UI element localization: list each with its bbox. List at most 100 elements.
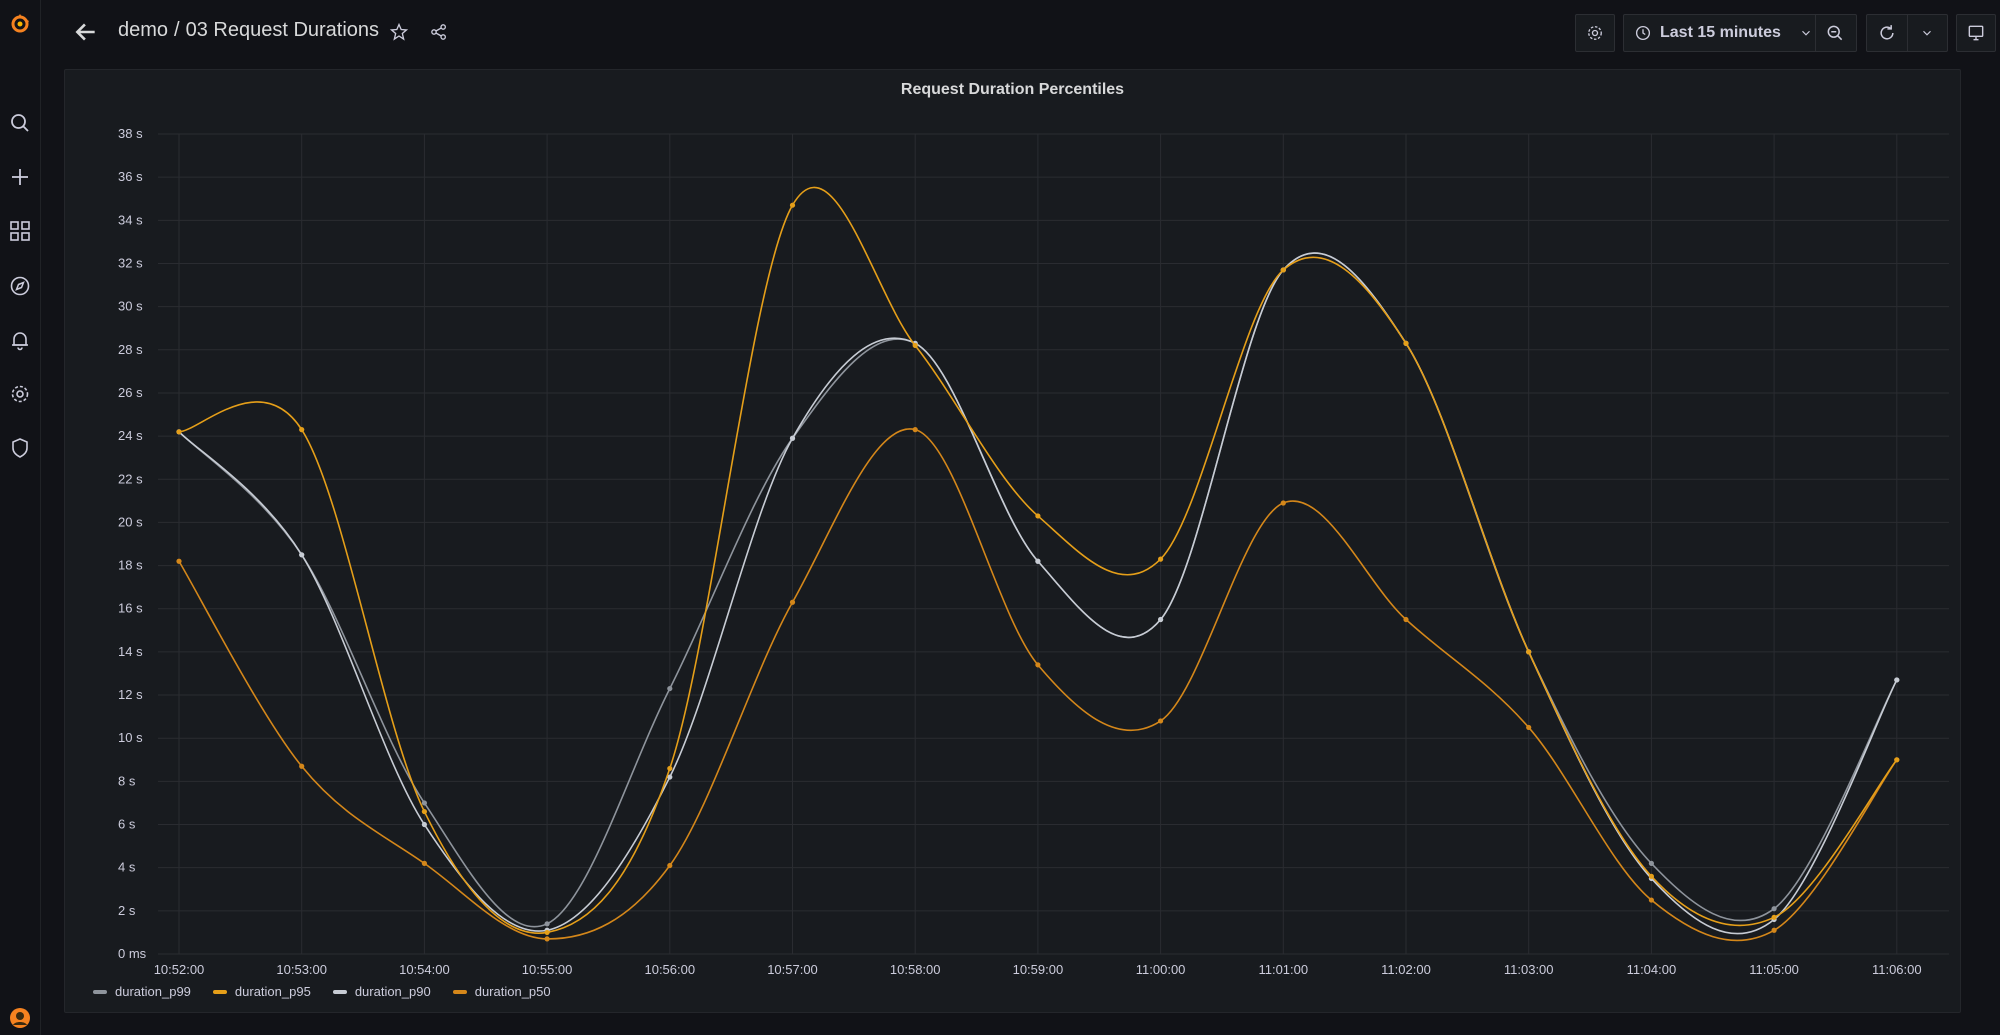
settings-gear-icon [1576,15,1614,51]
y-tick-label: 8 s [118,773,136,788]
legend-swatch [212,989,227,994]
y-tick-label: 16 s [118,601,143,616]
time-series-chart[interactable]: 0 ms 2 s 4 s 6 s 8 s 10 s 12 s 14 s 16 s 18 s 20 s… [65,70,1960,1012]
time-picker-group: Last 15 minutes [1623,14,1857,52]
sidebar [0,0,41,1035]
search-icon[interactable] [4,107,36,139]
data-point-duration_p90 [1894,677,1900,683]
back-arrow-icon[interactable] [70,16,102,48]
chevron-down-icon [1802,30,1810,36]
data-point-duration_p50 [1403,616,1409,623]
clock-icon [1635,25,1651,41]
data-point-duration_p95 [667,765,673,772]
y-tick-label: 20 s [118,514,143,529]
legend-swatch [93,989,107,994]
monitor-icon [1957,15,1995,51]
series-line-duration_p95 [178,186,1898,934]
data-point-duration_p50 [912,427,918,433]
data-point-duration_p90 [1035,558,1041,564]
data-point-duration_p99 [667,685,673,692]
data-point-duration_p95 [299,427,305,433]
data-point-duration_p99 [1648,860,1654,866]
breadcrumb-folder[interactable]: demo [118,19,169,41]
data-point-duration_p95 [176,429,182,435]
panel-title[interactable]: Request Duration Percentiles [900,81,1125,98]
data-point-duration_p50 [421,860,427,866]
data-point-duration_p50 [789,599,796,605]
y-tick-label: 18 s [118,558,143,573]
chevron-down-icon [1923,30,1931,36]
dashboard-settings-button[interactable] [1575,14,1615,52]
data-point-duration_p95 [1894,757,1900,763]
x-tick-label: 10:58:00 [890,962,941,977]
refresh-interval-dropdown[interactable] [1908,15,1946,51]
y-tick-label: 36 s [118,169,143,184]
legend-swatch [332,989,347,994]
data-point-duration_p50 [299,763,305,769]
y-tick-label: 6 s [118,817,136,832]
x-tick-label: 11:03:00 [1504,962,1554,977]
data-point-duration_p50 [1158,718,1164,724]
data-point-duration_p99 [544,921,550,927]
data-point-duration_p99 [421,800,427,806]
time-range-label: Last 15 minutes [1660,24,1781,41]
zoom-out-button[interactable] [1816,15,1854,51]
configuration-gear-icon[interactable] [4,378,36,410]
data-point-duration_p95 [1035,513,1041,519]
explore-compass-icon[interactable] [4,270,36,302]
chart-legend: duration_p99 duration_p95 duration_p90 dura… [93,984,551,999]
y-tick-label: 10 s [118,730,143,745]
x-tick-label: 11:00:00 [1136,962,1186,977]
x-tick-label: 11:01:00 [1258,962,1308,977]
grafana-logo-icon[interactable] [4,8,36,40]
x-tick-label: 11:02:00 [1381,962,1431,977]
graph-panel: Request Duration Percentiles 0 ms 2 s 4 s 6… [64,69,1961,1013]
dashboard-title[interactable]: 03 Request Durations [185,19,380,41]
data-point-duration_p95 [1403,340,1409,346]
data-point-duration_p99 [1771,906,1777,912]
refresh-button[interactable] [1867,15,1908,51]
y-tick-label: 24 s [118,428,143,443]
x-tick-label: 10:59:00 [1013,962,1064,977]
plus-icon[interactable] [4,161,36,193]
legend-label: duration_p50 [474,984,551,999]
legend-label: duration_p90 [354,984,431,999]
legend-item-duration_p99[interactable]: duration_p99 [93,984,191,999]
legend-label: duration_p99 [115,984,191,999]
legend-item-duration_p90[interactable]: duration_p90 [332,984,431,999]
data-point-duration_p50 [176,558,182,564]
time-range-picker-button[interactable]: Last 15 minutes [1624,15,1816,51]
data-point-duration_p95 [912,342,918,349]
star-icon[interactable] [383,16,415,48]
legend-swatch [452,989,467,994]
y-tick-label: 28 s [118,342,143,357]
data-point-duration_p90 [667,774,673,780]
legend-label: duration_p95 [234,984,311,999]
data-point-duration_p95 [421,808,427,815]
dashboards-icon[interactable] [4,215,36,247]
x-tick-label: 10:56:00 [644,962,695,977]
data-point-duration_p50 [544,936,550,942]
data-point-duration_p95 [1526,649,1532,655]
alerting-bell-icon[interactable] [4,324,36,356]
data-point-duration_p95 [1771,914,1777,920]
y-tick-label: 38 s [118,126,143,141]
legend-item-duration_p50[interactable]: duration_p50 [452,984,551,999]
data-point-duration_p95 [789,202,796,208]
user-avatar-icon[interactable] [4,1002,36,1034]
data-point-duration_p95 [1280,267,1286,273]
view-mode-button[interactable] [1956,14,1996,52]
refresh-icon [1880,25,1894,40]
server-admin-shield-icon[interactable] [4,432,36,464]
zoom-out-icon [1827,25,1843,41]
data-point-duration_p90 [299,552,305,558]
y-tick-label: 26 s [118,385,143,400]
refresh-group [1866,14,1948,52]
data-point-duration_p95 [1158,556,1164,562]
top-navbar: demo / 03 Request Durations Last 15 minu… [40,0,2000,66]
x-tick-label: 10:52:00 [154,962,205,977]
x-tick-label: 11:04:00 [1627,962,1677,977]
share-icon[interactable] [423,16,455,48]
legend-item-duration_p95[interactable]: duration_p95 [212,984,311,999]
y-tick-label: 12 s [118,687,143,702]
